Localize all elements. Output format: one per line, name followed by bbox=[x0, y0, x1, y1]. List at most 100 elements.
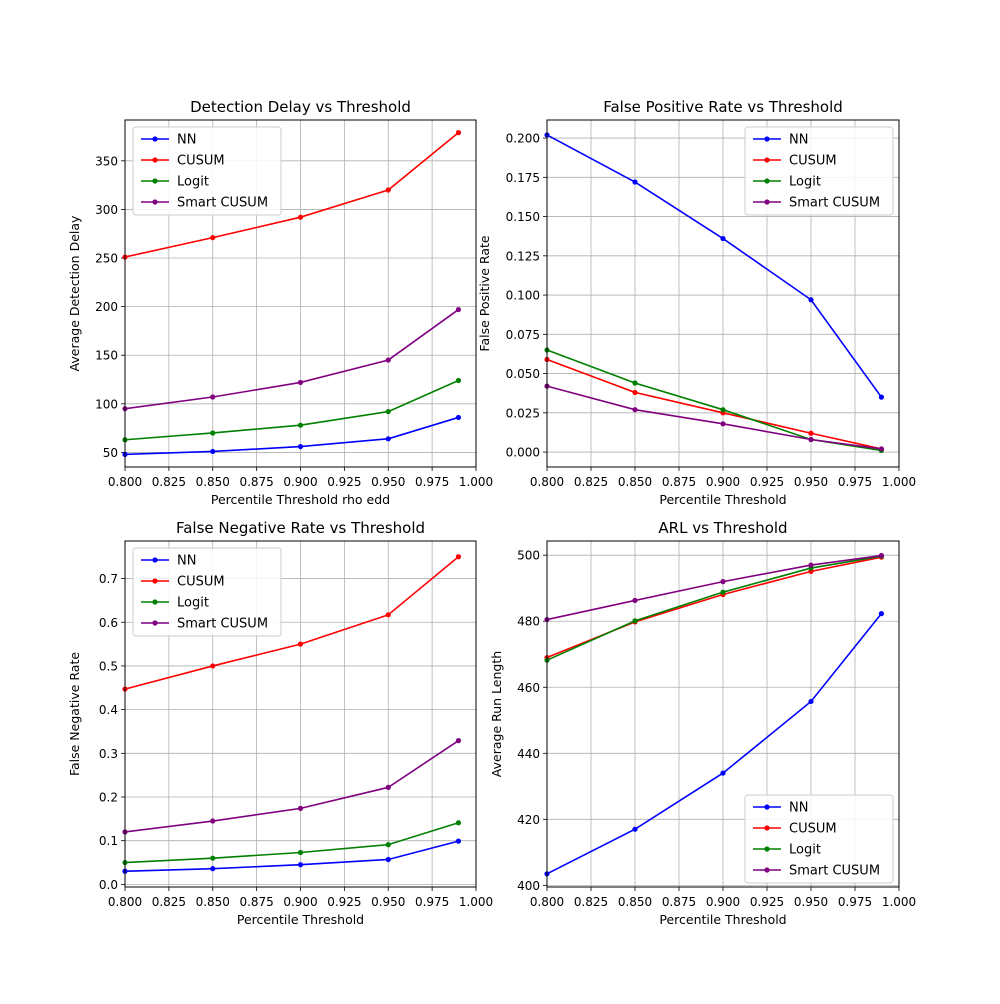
x-tick-label: 0.900 bbox=[283, 475, 317, 489]
series-line-logit bbox=[124, 379, 459, 441]
legend-box bbox=[744, 794, 894, 884]
x-tick-label: 1.000 bbox=[882, 475, 916, 489]
data-point bbox=[210, 448, 216, 455]
legend-marker bbox=[152, 178, 158, 184]
legend-label: Smart CUSUM bbox=[177, 196, 268, 211]
y-tick-label: 0.050 bbox=[506, 367, 540, 381]
y-tick-label: 0.125 bbox=[506, 249, 540, 263]
legend-label: CUSUM bbox=[177, 575, 225, 590]
plot-frame bbox=[546, 540, 900, 888]
x-tick-label: 0.800 bbox=[530, 475, 564, 489]
x-tick-label: 0.875 bbox=[239, 895, 273, 909]
legend-marker bbox=[152, 620, 158, 626]
y-tick-label: 200 bbox=[95, 300, 118, 314]
y-tick-label: 0.000 bbox=[506, 446, 540, 460]
y-tick-label: 0.5 bbox=[99, 659, 118, 673]
y-tick-label: 350 bbox=[95, 154, 118, 168]
legend-marker bbox=[152, 157, 158, 163]
legend-label: NN bbox=[177, 133, 196, 148]
x-tick-label: 0.850 bbox=[196, 895, 230, 909]
x-tick-label: 0.800 bbox=[108, 475, 142, 489]
legend-label: Logit bbox=[177, 596, 209, 611]
series-line-smart-cusum bbox=[124, 739, 459, 833]
legend-marker bbox=[764, 199, 770, 205]
data-point bbox=[808, 698, 814, 705]
y-tick-label: 0.100 bbox=[506, 289, 540, 303]
y-tick-label: 480 bbox=[517, 615, 540, 629]
x-tick-label: 0.925 bbox=[327, 895, 361, 909]
chart-3: 0.800 0.825 0.850 0.875 0.900 0.925 0.950 0.975… bbox=[67, 519, 493, 927]
y-tick-label: 0.0 bbox=[99, 878, 118, 892]
y-axis-label: Average Run Length bbox=[489, 651, 504, 777]
series-line-smart-cusum bbox=[546, 385, 882, 450]
data-point bbox=[632, 826, 638, 832]
legend-marker bbox=[152, 136, 158, 142]
x-tick-label: 0.950 bbox=[371, 475, 405, 489]
legend-label: CUSUM bbox=[177, 154, 225, 169]
data-point bbox=[720, 407, 726, 413]
data-point bbox=[385, 612, 391, 618]
legend-label: Smart CUSUM bbox=[789, 196, 880, 211]
chart-title: ARL vs Threshold bbox=[658, 519, 787, 537]
y-tick-label: 150 bbox=[95, 349, 118, 363]
legend-box bbox=[132, 547, 282, 637]
data-point bbox=[808, 430, 814, 436]
x-tick-label: 0.975 bbox=[838, 895, 872, 909]
data-point bbox=[297, 443, 304, 450]
legend-marker bbox=[764, 804, 770, 810]
x-tick-label: 0.950 bbox=[794, 475, 828, 489]
legend-marker bbox=[764, 136, 770, 142]
legend-marker bbox=[152, 578, 158, 584]
x-tick-label: 0.825 bbox=[574, 475, 608, 489]
x-tick-label: 0.850 bbox=[618, 475, 652, 489]
series-line-smart-cusum bbox=[124, 308, 459, 410]
legend-marker bbox=[764, 846, 770, 852]
x-tick-label: 0.975 bbox=[415, 895, 449, 909]
chart-title: False Positive Rate vs Threshold bbox=[603, 98, 843, 116]
legend-box bbox=[744, 126, 894, 216]
data-point bbox=[385, 436, 391, 442]
legend-label: Smart CUSUM bbox=[789, 864, 880, 879]
x-tick-label: 1.000 bbox=[459, 475, 493, 489]
legend: NN CUSUM Logit Smart CUSUM bbox=[744, 794, 894, 884]
x-axis-label: Percentile Threshold rho edd bbox=[211, 492, 390, 507]
data-point bbox=[297, 849, 304, 856]
data-point bbox=[878, 552, 885, 559]
data-point bbox=[878, 611, 885, 617]
y-tick-label: 440 bbox=[517, 747, 540, 761]
data-point bbox=[385, 408, 391, 415]
chart-2: 0.800 0.825 0.850 0.875 0.900 0.925 0.950 0.975… bbox=[477, 98, 916, 507]
series-line-cusum bbox=[546, 358, 882, 450]
data-point bbox=[210, 430, 216, 436]
legend-label: NN bbox=[177, 554, 196, 569]
x-tick-label: 0.925 bbox=[327, 475, 361, 489]
x-tick-label: 1.000 bbox=[882, 895, 916, 909]
x-tick-label: 0.825 bbox=[152, 475, 186, 489]
data-point bbox=[297, 379, 304, 386]
data-point bbox=[297, 862, 304, 868]
data-point bbox=[455, 738, 462, 744]
legend: NN CUSUM Logit Smart CUSUM bbox=[132, 547, 282, 637]
data-point bbox=[297, 641, 304, 647]
legend-marker bbox=[764, 157, 770, 163]
x-tick-label: 0.850 bbox=[196, 475, 230, 489]
y-tick-label: 100 bbox=[95, 397, 118, 411]
data-point bbox=[210, 235, 216, 241]
data-point bbox=[720, 770, 726, 776]
data-point bbox=[632, 407, 638, 413]
y-axis-label: Average Detection Delay bbox=[67, 215, 82, 371]
x-axis-label: Percentile Threshold bbox=[237, 912, 364, 927]
series-line-logit bbox=[124, 822, 459, 864]
x-tick-label: 1.000 bbox=[459, 895, 493, 909]
data-point bbox=[455, 306, 462, 313]
x-tick-label: 0.875 bbox=[239, 475, 273, 489]
series-line-cusum bbox=[546, 556, 882, 659]
legend-marker bbox=[764, 867, 770, 873]
data-point bbox=[720, 235, 726, 242]
y-tick-label: 0.4 bbox=[99, 703, 118, 717]
legend-label: CUSUM bbox=[789, 154, 837, 169]
data-point bbox=[210, 866, 216, 872]
y-tick-label: 0.150 bbox=[506, 210, 540, 224]
data-point bbox=[808, 562, 814, 568]
